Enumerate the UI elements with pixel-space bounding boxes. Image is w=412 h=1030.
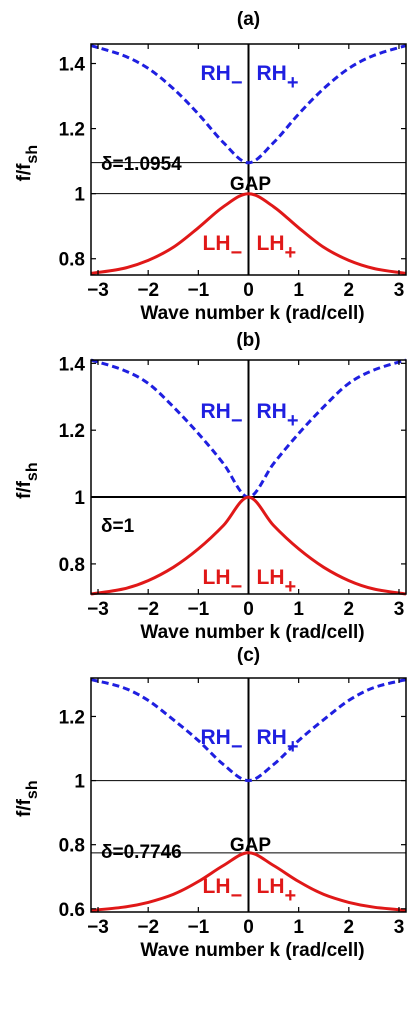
y-tick-label: 1.4: [59, 354, 86, 375]
rh-plus-label: RH+: [257, 400, 299, 432]
rh-minus-label-sub: −: [231, 410, 243, 432]
x-tick-label: −1: [188, 917, 210, 938]
series-lh-curve: [90, 851, 407, 912]
rh-plus-label: RH+: [257, 726, 299, 758]
lh-minus-label-main: LH: [203, 566, 231, 589]
series-rh-curve: [90, 44, 407, 165]
lh-plus-label-sub: +: [285, 242, 297, 264]
x-tick-label: −3: [87, 917, 109, 938]
lh-minus-label-main: LH: [203, 232, 231, 255]
lh-minus-label-sub: −: [231, 885, 243, 907]
x-tick-label: 1: [293, 917, 304, 938]
rh-minus-label-main: RH: [201, 62, 231, 85]
y-tick-label: 0.8: [59, 555, 85, 576]
x-tick-label: 2: [344, 599, 355, 620]
rh-plus-label-main: RH: [257, 400, 287, 423]
x-tick-label: 2: [344, 917, 355, 938]
rh-minus-label-main: RH: [201, 400, 231, 423]
x-tick-label: −1: [188, 280, 210, 301]
x-tick-label: −1: [188, 599, 210, 620]
delta-label: δ=1.0954: [101, 154, 182, 175]
gap-label: GAP: [230, 835, 272, 856]
x-tick-label: −3: [87, 280, 109, 301]
series-lh-curve: [90, 495, 407, 596]
panel-label: (a): [237, 9, 260, 30]
lh-minus-label-main: LH: [203, 875, 231, 898]
x-axis-label: Wave number k (rad/cell): [140, 940, 364, 961]
rh-minus-label-sub: −: [231, 72, 243, 94]
y-tick-label: 1.2: [59, 120, 85, 141]
rh-plus-label-main: RH: [257, 726, 287, 749]
lh-plus-label-sub: +: [285, 576, 297, 598]
rh-minus-label: RH−: [201, 400, 243, 432]
y-axis-label-main: f/f: [14, 163, 35, 182]
lh-minus-label: LH−: [203, 232, 243, 264]
series-lh-curve: [90, 192, 407, 275]
lh-plus-label-sub: +: [285, 885, 297, 907]
y-axis-label-sub: sh: [24, 780, 41, 799]
gap-label: GAP: [230, 174, 272, 195]
x-tick-label: 1: [293, 280, 304, 301]
y-tick-label: 1: [74, 772, 85, 793]
lh-plus-label-main: LH: [257, 875, 285, 898]
rh-minus-label: RH−: [201, 726, 243, 758]
delta-label: δ=1: [101, 516, 135, 537]
x-tick-label: 1: [293, 599, 304, 620]
x-tick-label: 3: [394, 917, 405, 938]
chart-panel-c: (c) −3 −2 −1 0 1 2 3 0.6 0.8 1 1.2 Wave number k (ra…: [14, 645, 407, 961]
lh-minus-label: LH−: [203, 875, 243, 907]
y-tick-label: 0.8: [59, 250, 85, 271]
lh-plus-label: LH+: [257, 566, 297, 598]
y-tick-label: 1.4: [59, 55, 86, 76]
delta-label: δ=0.7746: [101, 842, 182, 863]
y-tick-label: 0.6: [59, 900, 85, 921]
x-tick-label: 2: [344, 280, 355, 301]
x-tick-label: 0: [243, 917, 254, 938]
x-tick-label: −2: [137, 917, 159, 938]
y-axis-label-main: f/f: [14, 798, 35, 817]
lh-minus-label: LH−: [203, 566, 243, 598]
chart-panel-b: (b) −3 −2 −1 0 1 2 3 0.8 1 1.2 1.4 Wave number k (ra…: [14, 330, 407, 643]
lh-plus-label-main: LH: [257, 566, 285, 589]
y-axis-label-main: f/f: [14, 480, 35, 499]
rh-plus-label-main: RH: [257, 62, 287, 85]
y-tick-label: 1: [74, 488, 85, 509]
series-rh-curve: [90, 678, 407, 783]
lh-plus-label: LH+: [257, 875, 297, 907]
rh-minus-label: RH−: [201, 62, 243, 94]
lh-minus-label-sub: −: [231, 242, 243, 264]
y-axis-label: f/fsh: [14, 780, 41, 817]
y-tick-label: 1: [74, 185, 85, 206]
rh-plus-label: RH+: [257, 62, 299, 94]
y-axis-label: f/fsh: [14, 462, 41, 499]
x-tick-label: −3: [87, 599, 109, 620]
panel-label: (c): [237, 645, 260, 666]
y-tick-label: 0.8: [59, 836, 85, 857]
rh-minus-label-main: RH: [201, 726, 231, 749]
lh-plus-label: LH+: [257, 232, 297, 264]
rh-plus-label-sub: +: [287, 410, 299, 432]
rh-plus-label-sub: +: [287, 72, 299, 94]
y-axis-label: f/fsh: [14, 145, 41, 182]
y-tick-label: 1.2: [59, 421, 85, 442]
x-axis-label: Wave number k (rad/cell): [140, 622, 364, 643]
rh-minus-label-sub: −: [231, 736, 243, 758]
x-axis-label: Wave number k (rad/cell): [140, 303, 364, 324]
y-axis-label-sub: sh: [24, 462, 41, 481]
lh-plus-label-main: LH: [257, 232, 285, 255]
lh-minus-label-sub: −: [231, 576, 243, 598]
x-tick-label: −2: [137, 280, 159, 301]
chart-panel-a: (a) −3 −2 −1 0 1 2 3 0.8 1 1.2 1.4 Wave number k (ra…: [14, 9, 407, 324]
x-tick-label: 3: [394, 280, 405, 301]
y-axis-label-sub: sh: [24, 145, 41, 164]
x-tick-label: 3: [394, 599, 405, 620]
x-tick-label: 0: [243, 280, 254, 301]
panel-label: (b): [236, 330, 260, 351]
x-tick-label: 0: [243, 599, 254, 620]
rh-plus-label-sub: +: [287, 736, 299, 758]
x-tick-label: −2: [137, 599, 159, 620]
y-tick-label: 1.2: [59, 707, 85, 728]
